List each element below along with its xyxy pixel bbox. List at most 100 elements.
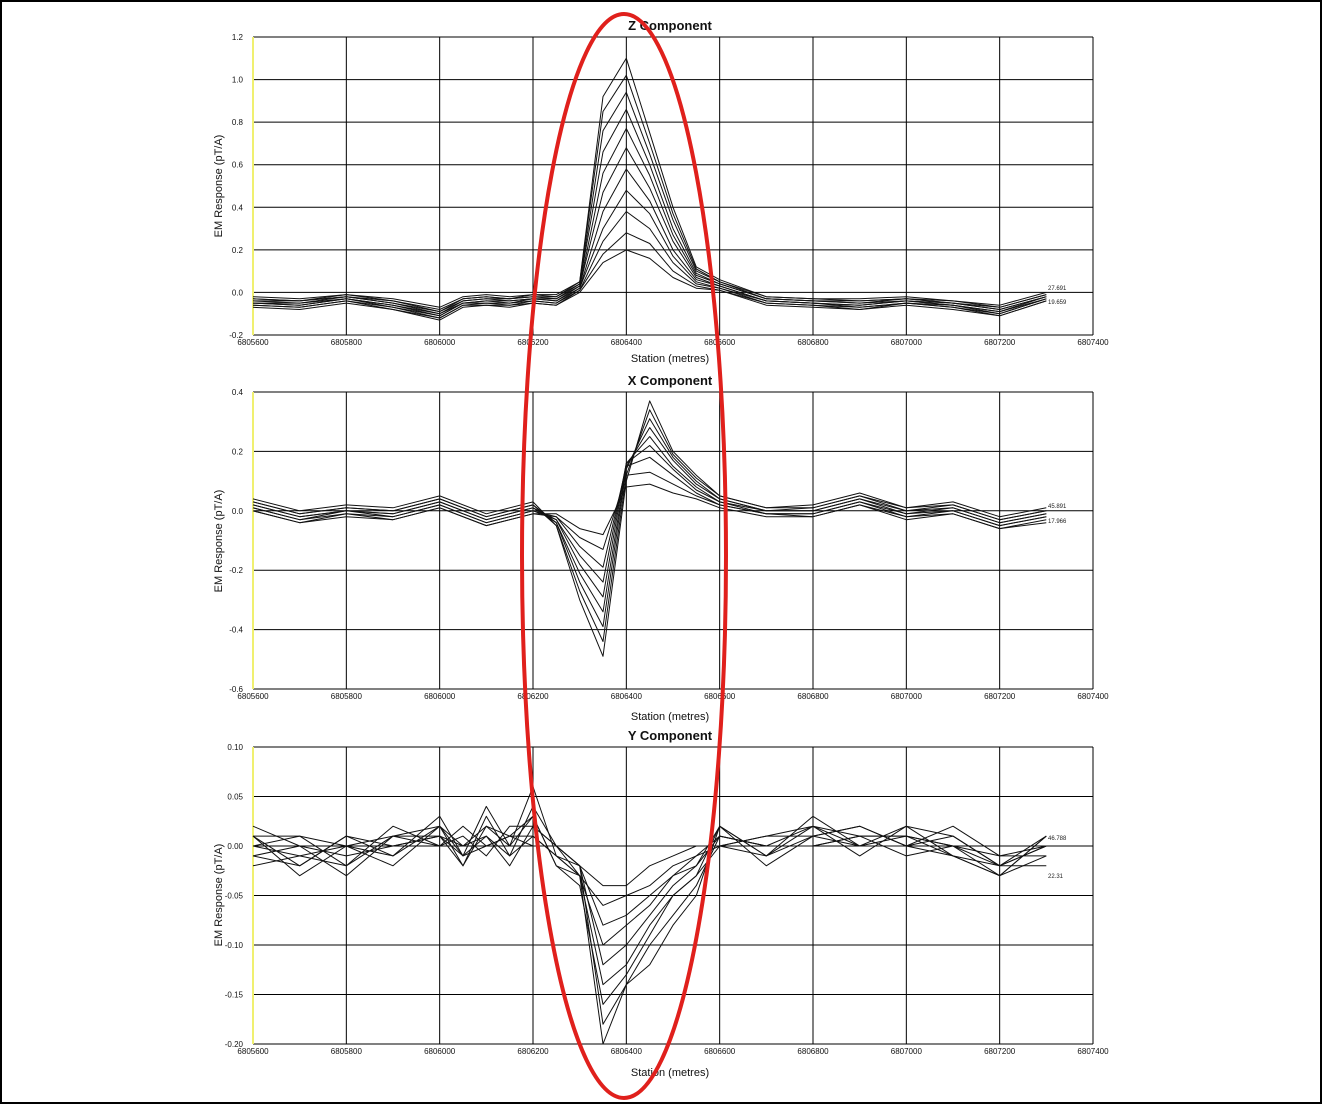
y-series-group [252,786,1047,1045]
z-y-ticks: -0.2 0.0 0.2 0.4 0.6 0.8 1.0 1.2 [229,33,243,340]
x-x-tick-label: 6806400 [611,692,643,701]
y-y-ticks: -0.20 -0.15 -0.10 -0.05 0.00 0.05 0.10 [225,743,244,1049]
y-series-line [252,815,1047,946]
x-end-labels: 45.891 17.966 [1048,504,1067,525]
z-y-tick-label: 0.6 [232,161,244,170]
y-chart-title: Y Component [628,728,713,743]
x-x-tick-label: 6806800 [797,692,829,701]
x-x-tick-label: 6806000 [424,692,456,701]
z-x-tick-label: 6806600 [704,338,736,347]
x-series-line [252,409,1047,642]
x-y-ticks: -0.6 -0.4 -0.2 0.0 0.2 0.4 [229,388,243,694]
x-grid [252,391,1094,690]
x-series-line [252,418,1047,628]
y-y-tick-label: -0.05 [225,892,244,901]
z-end-label-bottom: 19.659 [1048,300,1067,306]
z-y-tick-label: 0.8 [232,118,244,127]
x-series-line [252,436,1047,598]
z-series-line [252,249,1047,321]
y-series-line [252,786,1047,1045]
z-y-tick-label: 1.0 [232,76,244,85]
y-series-line [252,825,1047,966]
x-x-tick-label: 6807400 [1077,692,1109,701]
x-y-tick-label: -0.6 [229,685,243,694]
x-series-line [252,483,1047,536]
x-end-label-bottom: 17.966 [1048,519,1067,525]
x-y-tick-label: -0.4 [229,626,243,635]
x-end-label-top: 45.891 [1048,504,1067,510]
y-x-tick-label: 6806000 [424,1047,456,1056]
x-y-axis-label: EM Response (pT/A) [213,490,225,593]
x-x-tick-label: 6807200 [984,692,1016,701]
y-x-ticks: 6805600 6805800 6806000 6806200 6806400 68066… [237,1047,1109,1056]
z-x-tick-label: 6806200 [517,338,549,347]
y-y-tick-label: 0.10 [227,743,243,752]
y-x-tick-label: 6806600 [704,1047,736,1056]
x-series-line [252,400,1047,657]
z-y-axis-label: EM Response (pT/A) [213,135,225,238]
z-x-tick-label: 6805600 [237,338,269,347]
x-series-line [252,456,1047,568]
y-x-tick-label: 6807000 [891,1047,923,1056]
z-x-tick-label: 6806400 [611,338,643,347]
y-x-tick-label: 6806200 [517,1047,549,1056]
z-series-line [253,147,1047,315]
z-end-label-top: 27.691 [1048,286,1067,292]
y-x-tick-label: 6806800 [797,1047,829,1056]
z-x-tick-label: 6806000 [424,338,456,347]
y-y-tick-label: 0.00 [227,842,243,851]
x-y-tick-label: 0.0 [232,507,244,516]
y-x-tick-label: 6805600 [237,1047,269,1056]
anomaly-highlight-ellipse [520,12,728,1100]
y-x-axis-label: Station (metres) [631,1067,709,1079]
y-x-tick-label: 6807400 [1077,1047,1109,1056]
z-series-line [252,74,1047,310]
x-x-axis-label: Station (metres) [631,711,709,723]
z-series-line [252,168,1047,317]
y-y-tick-label: -0.10 [225,941,244,950]
z-x-tick-label: 6807400 [1077,338,1109,347]
y-x-tick-label: 6806400 [611,1047,643,1056]
x-component-panel: X Component Station (metres) EM Response… [213,373,1109,723]
x-y-tick-label: -0.2 [229,566,243,575]
z-x-tick-label: 6807000 [891,338,923,347]
x-x-ticks: 6805600 6805800 6806000 6806200 6806400 68066… [237,692,1109,701]
z-x-tick-label: 6807200 [984,338,1016,347]
y-y-tick-label: -0.15 [225,991,244,1000]
y-component-panel: Y Component Station (metres) EM Response… [213,728,1109,1079]
x-y-tick-label: 0.2 [232,447,244,456]
y-y-tick-label: 0.05 [227,793,243,802]
z-series-line [252,57,1047,308]
x-x-tick-label: 6805800 [331,692,363,701]
z-x-tick-label: 6806800 [797,338,829,347]
y-end-labels: 46.788 22.31 [1048,836,1067,880]
y-series-line [253,825,1047,906]
z-y-tick-label: 0.2 [232,246,244,255]
z-series-line [252,232,1047,319]
x-chart-title: X Component [628,373,713,388]
y-x-tick-label: 6805800 [331,1047,363,1056]
z-x-tick-label: 6805800 [331,338,363,347]
z-component-panel: Z Component Station (metres) EM Response… [213,18,1109,365]
z-y-tick-label: -0.2 [229,331,243,340]
y-series-line [252,825,1047,926]
x-x-tick-label: 6805600 [237,692,269,701]
y-end-label-bottom: 22.31 [1048,874,1064,880]
x-x-tick-label: 6806600 [704,692,736,701]
y-y-axis-label: EM Response (pT/A) [213,844,225,947]
z-series-group [252,57,1047,321]
z-x-axis-label: Station (metres) [631,353,709,365]
z-y-tick-label: 0.4 [232,203,244,212]
y-y-tick-label: -0.20 [225,1040,244,1049]
x-series-line [252,427,1047,613]
z-y-tick-label: 1.2 [232,33,244,42]
z-end-labels: 27.691 19.659 [1048,286,1067,306]
z-series-line [253,108,1047,313]
x-y-tick-label: 0.4 [232,388,244,397]
z-y-tick-label: 0.0 [232,288,244,297]
x-series-group [252,400,1047,657]
x-x-tick-label: 6806200 [517,692,549,701]
y-end-label-top: 46.788 [1048,836,1067,842]
